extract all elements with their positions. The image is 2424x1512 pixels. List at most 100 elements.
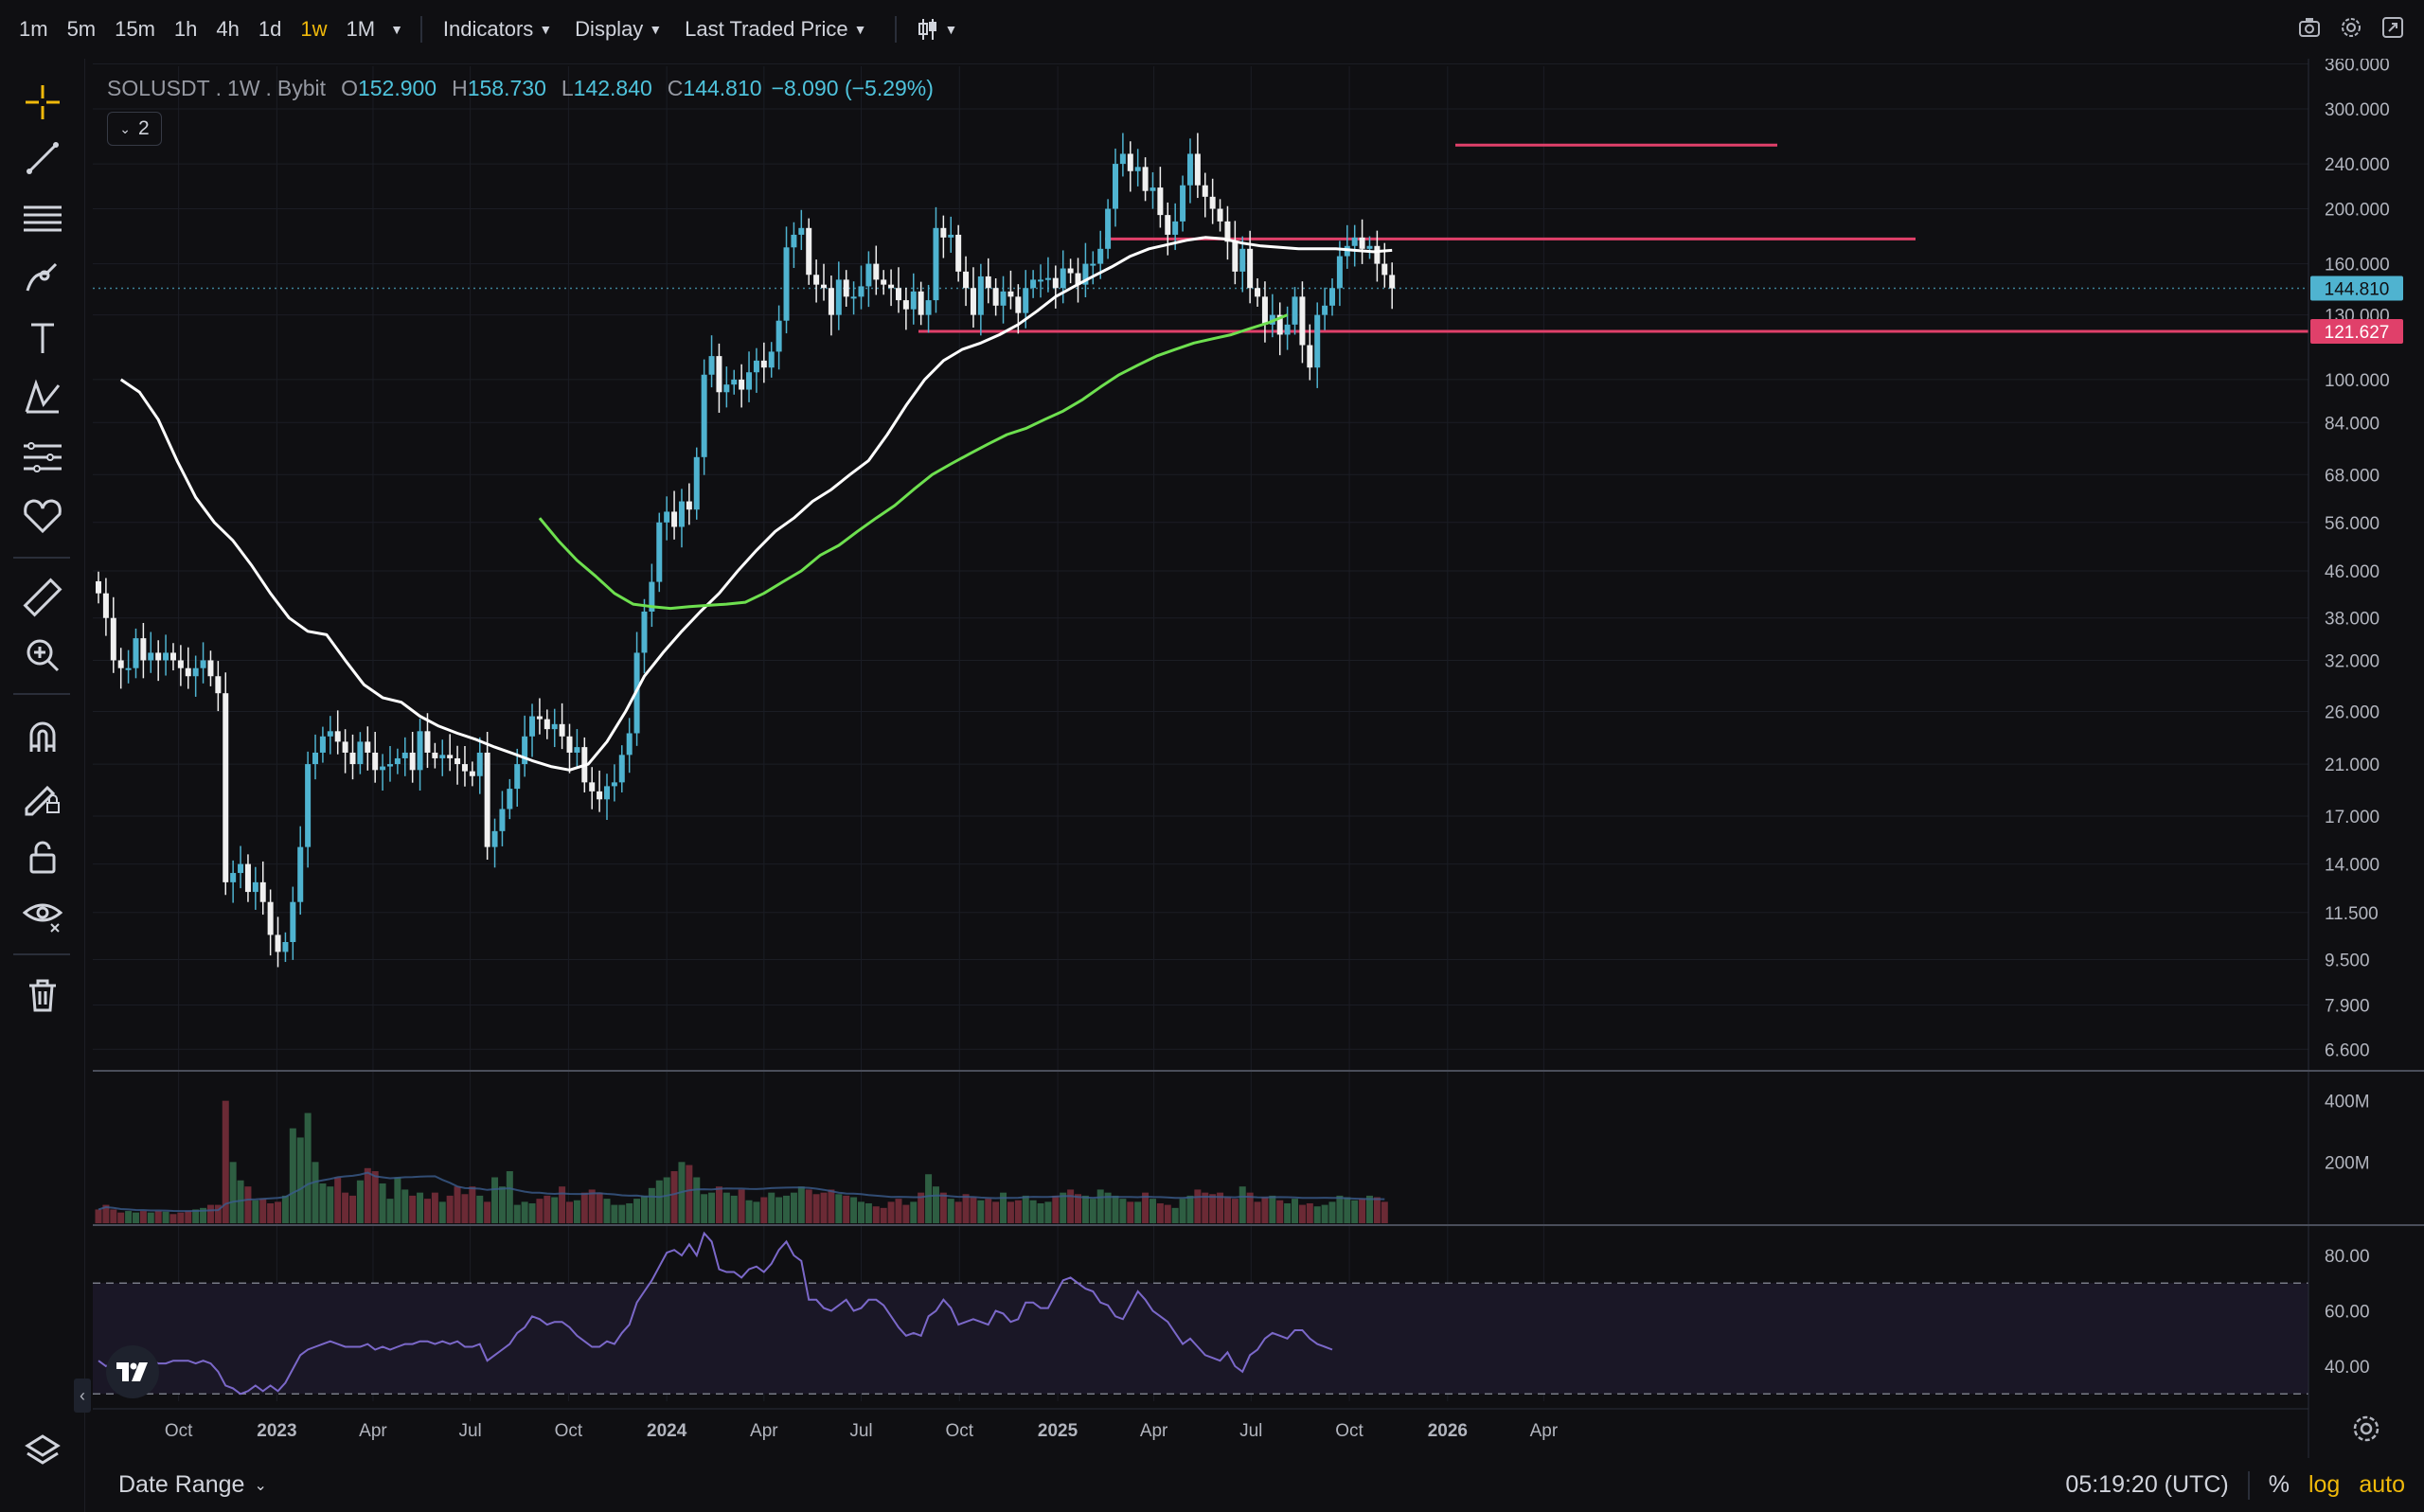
- tradingview-logo[interactable]: [106, 1345, 159, 1398]
- display-button[interactable]: Display ▼: [575, 17, 662, 42]
- volume-bar: [1276, 1200, 1284, 1223]
- volume-bar: [125, 1211, 133, 1223]
- chart-settings-icon[interactable]: [2350, 1413, 2382, 1445]
- timeframe-more-dropdown[interactable]: ▼: [390, 22, 403, 37]
- candle-body: [865, 263, 872, 287]
- timeframe-1M[interactable]: 1M: [346, 17, 376, 41]
- price-axis-label: 360.000: [2325, 59, 2390, 76]
- volume-bar: [708, 1192, 716, 1223]
- caret-down-icon: ▼: [539, 22, 553, 37]
- scroll-left-button[interactable]: ‹: [74, 1379, 91, 1413]
- chart-type-button[interactable]: ▼: [918, 17, 957, 42]
- trash-icon[interactable]: [21, 973, 64, 1017]
- volume-moving-average: [98, 1171, 1385, 1213]
- candle-body: [117, 660, 124, 668]
- date-range-button[interactable]: Date Range ⌄: [118, 1471, 267, 1499]
- auto-scale-toggle[interactable]: auto: [2359, 1471, 2405, 1498]
- candle-body: [1329, 288, 1336, 306]
- volume-bar: [947, 1199, 954, 1223]
- timeframe-1m[interactable]: 1m: [19, 17, 48, 41]
- candle-body: [110, 617, 116, 661]
- candle-body: [372, 752, 379, 771]
- timeframe-1w[interactable]: 1w: [300, 17, 328, 41]
- candle-body: [169, 652, 176, 661]
- timeframe-5m[interactable]: 5m: [66, 17, 97, 41]
- log-scale-toggle[interactable]: log: [2308, 1471, 2341, 1498]
- volume-bar: [925, 1174, 933, 1223]
- time-axis-label: Jul: [458, 1421, 481, 1441]
- volume-bar: [1223, 1197, 1231, 1223]
- favorite-icon[interactable]: [21, 494, 64, 538]
- price-axis-label: 56.000: [2325, 514, 2379, 534]
- volume-bar: [932, 1186, 939, 1223]
- candle-body: [1209, 196, 1216, 209]
- horizontal-lines-icon[interactable]: [21, 197, 64, 240]
- camera-icon[interactable]: [2297, 15, 2322, 40]
- lock-drawing-icon[interactable]: [21, 774, 64, 818]
- pattern-icon[interactable]: [21, 376, 64, 419]
- candle-body: [888, 284, 895, 289]
- bottom-divider: [2247, 1470, 2250, 1500]
- candle-body: [918, 291, 924, 315]
- candle-body: [319, 736, 326, 753]
- percent-scale-toggle[interactable]: %: [2268, 1471, 2290, 1498]
- candle-body: [1157, 187, 1164, 216]
- price-axis-label: 17.000: [2325, 808, 2379, 827]
- candle-body: [96, 580, 101, 594]
- candle-body: [1366, 245, 1373, 249]
- volume-bar: [1306, 1202, 1313, 1223]
- timeframe-1d[interactable]: 1d: [258, 17, 282, 41]
- price-axis-label: 160.000: [2325, 256, 2390, 276]
- candle-body: [664, 511, 670, 523]
- timeframe-4h[interactable]: 4h: [216, 17, 240, 41]
- candle-body: [910, 291, 917, 310]
- rsi-band: [93, 1283, 2308, 1395]
- candle-body: [626, 733, 633, 756]
- eye-icon[interactable]: [21, 894, 64, 937]
- candle-body: [125, 667, 132, 670]
- volume-bar: [1321, 1204, 1328, 1223]
- volume-bar: [312, 1162, 319, 1223]
- settings-icon[interactable]: [2339, 15, 2363, 40]
- trend-line-icon[interactable]: [21, 136, 64, 180]
- volume-bar: [1365, 1195, 1373, 1223]
- volume-bar: [348, 1195, 356, 1223]
- change-value: −8.090 (−5.29%): [771, 76, 934, 100]
- timeframe-15m[interactable]: 15m: [115, 17, 155, 41]
- ruler-icon[interactable]: [21, 576, 64, 619]
- utc-clock[interactable]: 05:19:20 (UTC): [2065, 1471, 2229, 1498]
- volume-bar: [1269, 1195, 1276, 1223]
- crosshair-icon[interactable]: [21, 80, 64, 124]
- price-source-button[interactable]: Last Traded Price ▼: [685, 17, 866, 42]
- magnet-icon[interactable]: [21, 715, 64, 758]
- volume-bar: [139, 1211, 147, 1223]
- volume-bar: [1000, 1192, 1007, 1223]
- chart-canvas[interactable]: 360.000300.000240.000200.000160.000130.0…: [85, 59, 2424, 1458]
- high-value: 158.730: [467, 76, 546, 100]
- candle-body: [290, 901, 296, 942]
- lock-icon[interactable]: [21, 835, 64, 879]
- timeframe-1h[interactable]: 1h: [173, 17, 198, 41]
- candle-body: [1075, 273, 1081, 285]
- zoom-in-icon[interactable]: [21, 633, 64, 677]
- price-axis-label: 46.000: [2325, 562, 2379, 582]
- indicators-button[interactable]: Indicators ▼: [443, 17, 552, 42]
- text-icon[interactable]: [21, 316, 64, 360]
- fullscreen-icon[interactable]: [2380, 15, 2405, 40]
- volume-bar: [797, 1186, 805, 1223]
- symbol-name[interactable]: SOLUSDT: [107, 76, 210, 100]
- time-axis-label: Jul: [1239, 1421, 1262, 1441]
- candle-body: [760, 360, 767, 368]
- candle-body: [469, 771, 475, 776]
- volume-bar: [715, 1186, 722, 1223]
- layers-icon[interactable]: [21, 1430, 64, 1473]
- volume-bar: [304, 1112, 312, 1223]
- indicators-collapse-button[interactable]: ⌄ 2: [107, 112, 162, 146]
- candle-body: [618, 755, 625, 783]
- candle-body: [529, 716, 536, 737]
- candle-body: [275, 934, 281, 952]
- candle-body: [656, 522, 663, 582]
- volume-bar: [117, 1212, 125, 1223]
- brush-icon[interactable]: [21, 256, 64, 299]
- fib-icon[interactable]: [21, 436, 64, 479]
